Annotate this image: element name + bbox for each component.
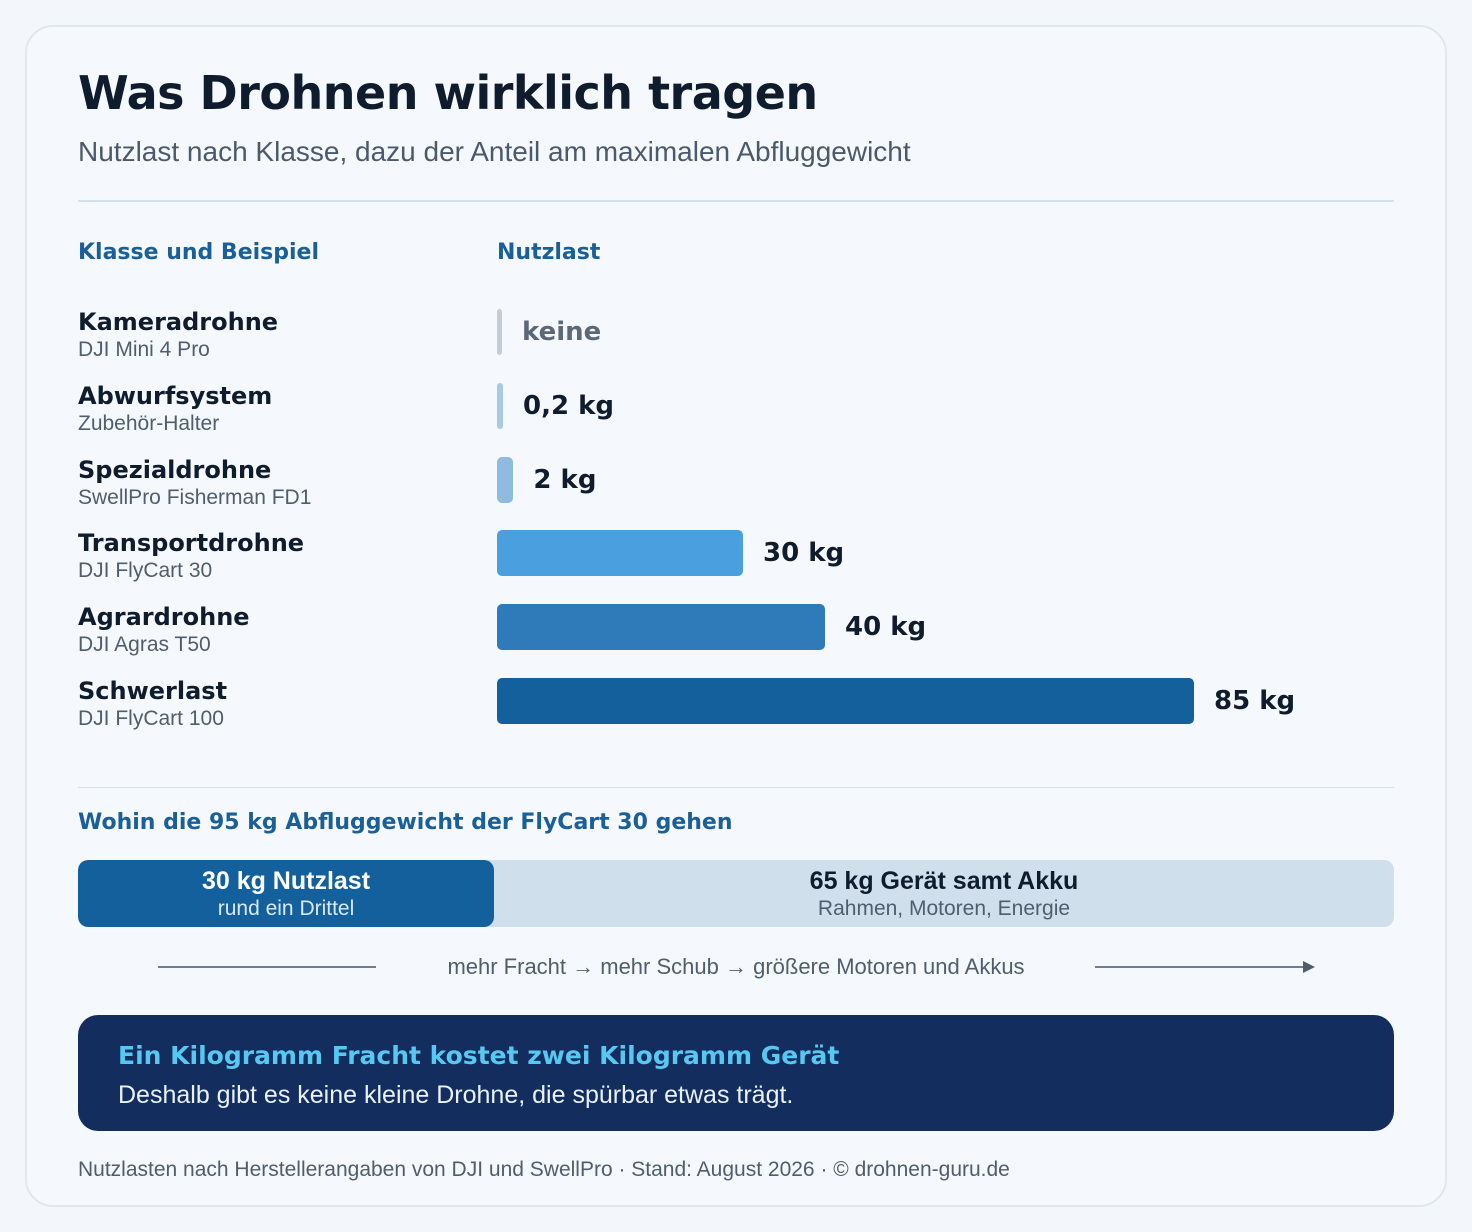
bar-value-label: 40 kg bbox=[845, 612, 927, 643]
divider bbox=[78, 787, 1394, 788]
callout-text: Deshalb gibt es keine kleine Drohne, die… bbox=[118, 1081, 794, 1109]
segment-device-sublabel: Rahmen, Motoren, Energie bbox=[817, 897, 1071, 920]
callout-box: Ein Kilogramm Fracht kostet zwei Kilogra… bbox=[78, 1015, 1394, 1131]
row-example: Zubehör-Halter bbox=[78, 411, 220, 435]
weight-split-bar: 30 kg Nutzlast rund ein Drittel 65 kg Ge… bbox=[78, 860, 1394, 927]
flow-line-left bbox=[158, 966, 376, 968]
row-class-name: Spezialdrohne bbox=[78, 455, 272, 484]
page-title: Was Drohnen wirklich tragen bbox=[78, 66, 818, 120]
row-example: SwellPro Fisherman FD1 bbox=[78, 485, 312, 509]
segment-device: 65 kg Gerät samt Akku Rahmen, Motoren, E… bbox=[494, 860, 1394, 927]
row-example: DJI FlyCart 100 bbox=[78, 707, 224, 730]
segment-payload: 30 kg Nutzlast rund ein Drittel bbox=[78, 860, 494, 927]
bar bbox=[497, 678, 1194, 724]
bar-value-label: 85 kg bbox=[1214, 686, 1296, 716]
bar-value-label: 30 kg bbox=[763, 538, 845, 569]
row-example: DJI FlyCart 30 bbox=[78, 559, 213, 583]
bar bbox=[497, 309, 502, 355]
column-header-payload: Nutzlast bbox=[497, 240, 601, 265]
row-example: DJI Mini 4 Pro bbox=[78, 338, 210, 361]
footer-source: Nutzlasten nach Herstellerangaben von DJ… bbox=[78, 1158, 1010, 1181]
divider bbox=[78, 200, 1394, 202]
column-header-class: Klasse und Beispiel bbox=[78, 240, 320, 265]
row-class-name: Kameradrohne bbox=[78, 308, 279, 336]
bar bbox=[497, 604, 825, 651]
bar-value-label: keine bbox=[522, 317, 602, 347]
callout-title: Ein Kilogramm Fracht kostet zwei Kilogra… bbox=[118, 1041, 840, 1070]
row-example: DJI Agras T50 bbox=[78, 633, 211, 657]
segment-payload-label: 30 kg Nutzlast bbox=[201, 867, 371, 895]
bar-value-label: 2 kg bbox=[533, 464, 597, 495]
row-class-name: Abwurfsystem bbox=[78, 381, 273, 410]
bar bbox=[497, 530, 743, 577]
segment-payload-sublabel: rund ein Drittel bbox=[217, 897, 355, 920]
bar-value-label: 0,2 kg bbox=[523, 390, 615, 421]
row-class-name: Schwerlast bbox=[78, 677, 228, 705]
arrow-right-icon bbox=[1303, 961, 1315, 973]
page-subtitle: Nutzlast nach Klasse, dazu der Anteil am… bbox=[78, 136, 911, 167]
flow-line-right bbox=[1095, 966, 1305, 968]
bar bbox=[497, 382, 503, 429]
row-class-name: Agrardrohne bbox=[78, 603, 250, 632]
bar bbox=[497, 456, 514, 503]
row-class-name: Transportdrohne bbox=[78, 529, 305, 558]
split-title: Wohin die 95 kg Abfluggewicht der FlyCar… bbox=[78, 810, 733, 835]
segment-device-label: 65 kg Gerät samt Akku bbox=[809, 867, 1079, 895]
flow-text: mehr Fracht → mehr Schub → größere Motor… bbox=[447, 954, 1025, 979]
